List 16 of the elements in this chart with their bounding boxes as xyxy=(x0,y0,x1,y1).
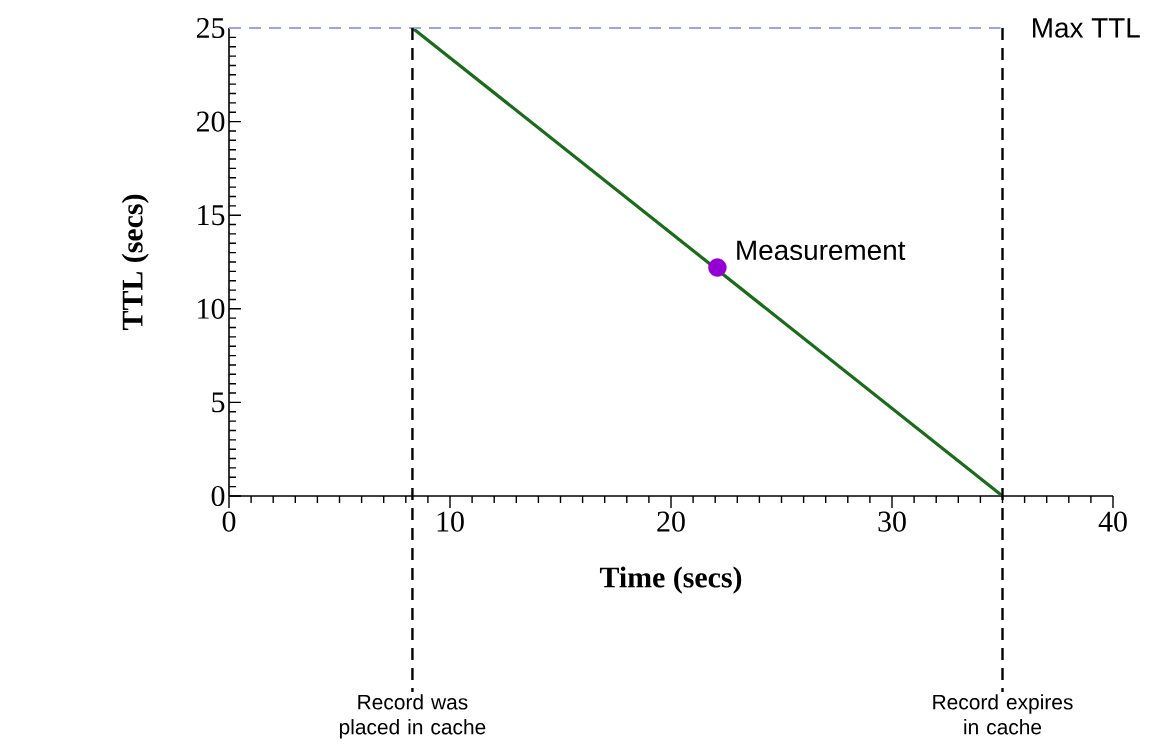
y-tick-label: 0 xyxy=(211,485,225,507)
y-tick-label: 5 xyxy=(212,392,225,413)
annotation: Measurement xyxy=(737,240,906,261)
x-tick-label: 10 xyxy=(437,511,464,532)
y-tick-label: 25 xyxy=(196,17,225,39)
x-tick-label: 30 xyxy=(878,511,906,532)
y-tick-label: 15 xyxy=(198,205,225,226)
y-axis-title: TTL (secs) xyxy=(121,194,149,331)
y-tick-label: 20 xyxy=(196,111,225,132)
x-tick-label: 40 xyxy=(1098,511,1127,532)
ref-line-label: Record expires in cache xyxy=(933,694,1073,735)
x-axis-title: Time (secs) xyxy=(599,566,742,594)
x-tick-label: 20 xyxy=(657,511,685,532)
ref-line-label: Max TTL xyxy=(1033,18,1140,38)
y-tick-label: 10 xyxy=(198,298,225,319)
ref-line-label: Record was placed in cache xyxy=(339,694,486,739)
